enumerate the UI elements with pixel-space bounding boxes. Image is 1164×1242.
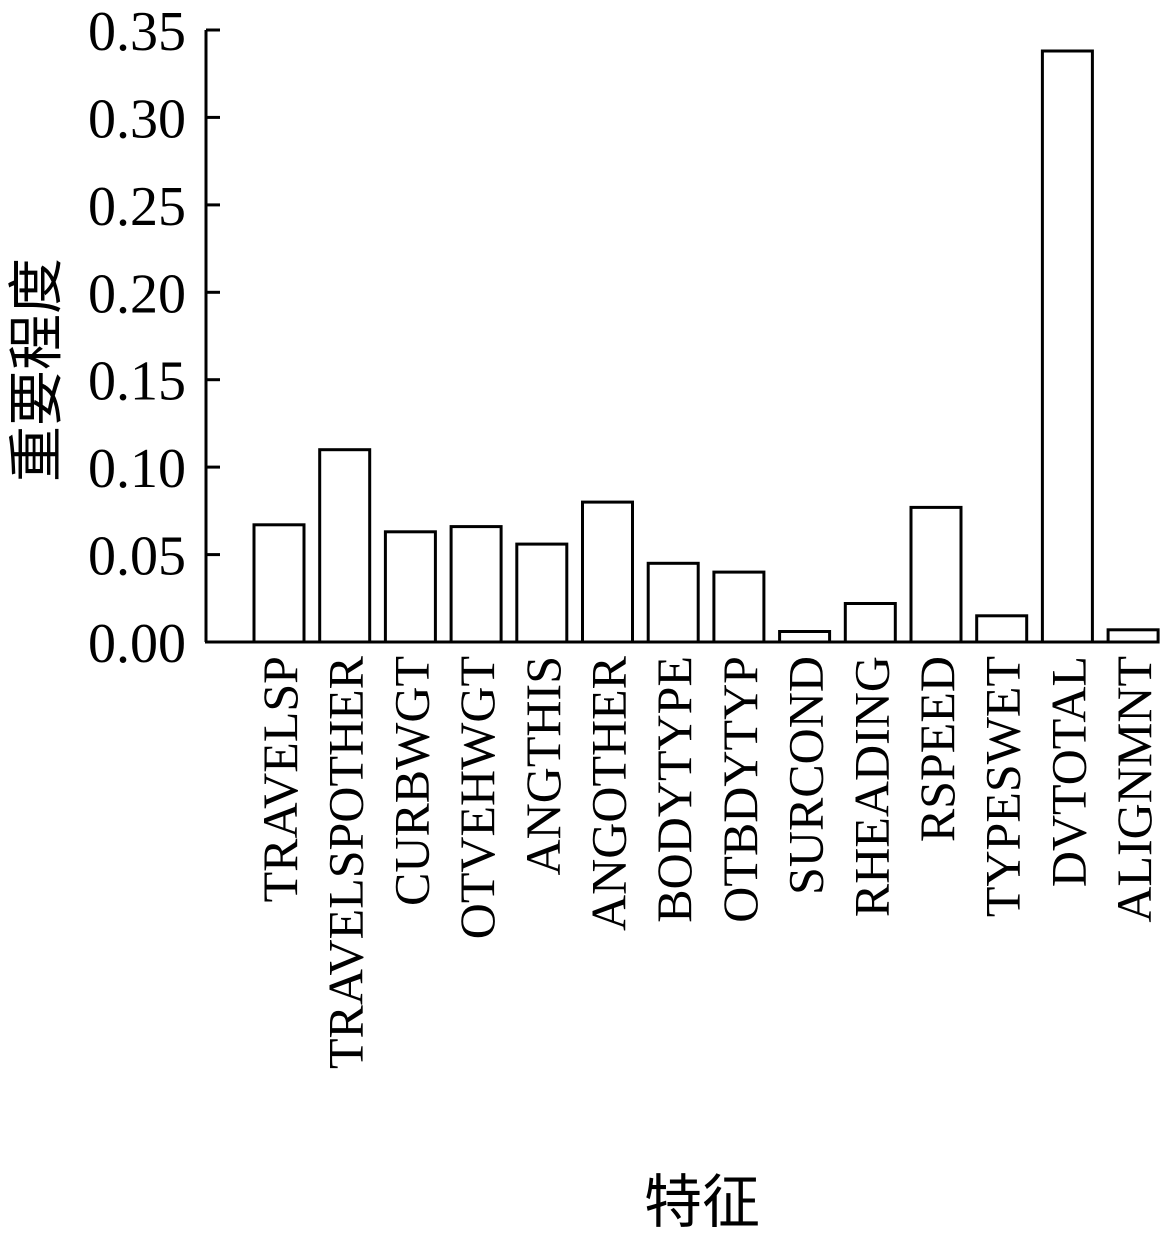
x-tick-label: ANGTHIS [515,656,571,875]
x-tick-label: ANGOTHER [581,655,637,931]
x-tick-label: OTVEHWGT [449,656,505,939]
x-tick-label: CURBWGT [383,656,439,906]
bar-typeswet [975,614,1029,644]
x-tick-label: TRAVELSPOTHER [318,655,374,1069]
x-tick-label: DVTOTAL [1040,656,1096,887]
x-axis-label: 特征 [644,1170,760,1235]
bar-curbwgt [383,530,437,644]
x-tick-label: TYPESWET [975,656,1031,917]
x-tick-label: SURCOND [778,656,834,895]
bar-surcond [778,630,832,644]
y-tick-label: 0.30 [88,88,186,150]
y-tick-label: 0.10 [88,438,186,500]
y-tick-label: 0.20 [88,263,186,325]
y-tick-label: 0.05 [88,526,186,588]
bar-dvtotal [1040,49,1094,644]
bar-rspeed [909,505,963,644]
bar-travelsp [252,523,306,644]
bar-alignmnt [1106,628,1160,644]
y-tick-label: 0.15 [88,351,186,413]
x-tick-label: BODYTYPE [646,656,702,923]
bar-otbdytyp [712,570,766,644]
axes-group [204,30,1154,644]
x-tick-label: RSPEED [909,656,965,842]
bar-bodytype [646,561,700,644]
bar-travelspother [318,448,372,644]
bar-angother [581,500,634,644]
y-axis-label: 重要程度 [7,258,69,482]
x-tick-label: TRAVELSP [252,656,308,902]
y-ticks-group: 0.00 0.05 0.10 0.15 0.20 0.25 0.30 0.35 [88,1,220,675]
bar-otvehwgt [449,525,503,644]
y-tick-label: 0.25 [88,176,186,238]
x-tick-label: RHEADING [843,656,899,917]
x-tick-label: ALIGNMNT [1106,656,1162,923]
y-tick-label: 0.35 [88,1,186,63]
bar-angthis [515,542,569,644]
y-tick-label: 0.00 [88,613,186,675]
x-tick-labels-group: TRAVELSP TRAVELSPOTHER CURBWGT OTVEHWGT ANGT… [252,655,1162,1069]
x-tick-label: OTBDYTYP [712,656,768,923]
bar-rheading [843,602,897,644]
bars-group [252,49,1160,644]
